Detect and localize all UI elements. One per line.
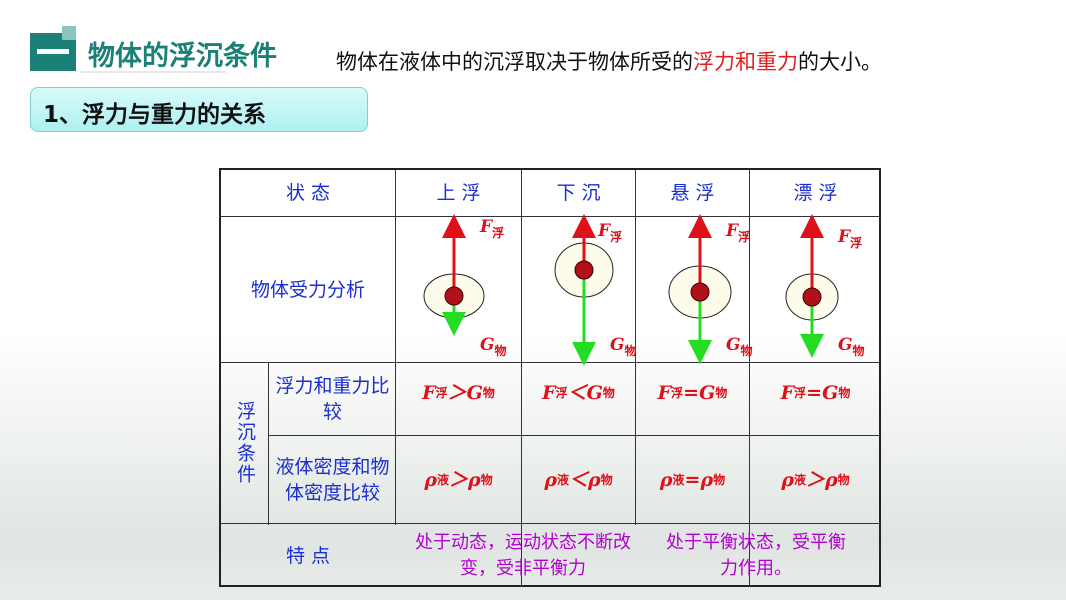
gravity-label: G物 <box>610 335 637 358</box>
buoyancy-label: F浮 <box>725 221 750 244</box>
gravity-label: G物 <box>726 335 753 358</box>
subsection-label: 1、浮力与重力的关系 <box>43 102 267 128</box>
intro-pre: 物体在液体中的沉浮取决于物体所受的 <box>336 50 693 74</box>
density-label: 液体密度和物体密度比较 <box>275 455 390 504</box>
center-of-mass <box>690 282 710 302</box>
buoyancy-label: F浮 <box>597 221 622 244</box>
center-of-mass <box>444 286 464 306</box>
page-title: 物体的浮沉条件 <box>88 41 277 72</box>
header-sinking: 下 沉 <box>556 182 601 204</box>
badge-number-one <box>37 49 69 54</box>
center-of-mass <box>574 260 594 280</box>
badge-decoration <box>62 26 76 40</box>
condition-group-label: 浮沉条件 <box>234 401 256 485</box>
buoyancy-label: F浮 <box>837 227 862 250</box>
header-state: 状 态 <box>285 182 331 204</box>
intro-highlight: 浮力和重力 <box>693 50 798 74</box>
feature-static: 处于平衡状态，受平衡力作用。 <box>666 531 846 579</box>
header-suspended: 悬 浮 <box>670 182 715 204</box>
intro-text: 物体在液体中的沉浮取决于物体所受的浮力和重力的大小。 <box>336 46 882 76</box>
feature-label: 特 点 <box>285 544 331 567</box>
compare-label: 浮力和重力比较 <box>275 375 390 423</box>
intro-post: 的大小。 <box>798 50 882 74</box>
title-underline <box>80 71 226 73</box>
buoyancy-label: F浮 <box>479 217 504 240</box>
feature-dynamic: 处于动态，运动状态不断改变，受非平衡力 <box>415 531 631 579</box>
buoyancy-table: 状 态 上 浮 下 沉 悬 浮 漂 浮 物体受力分析 浮沉条件 浮力和重力比较 … <box>219 168 881 587</box>
force-analysis-label: 物体受力分析 <box>250 278 365 301</box>
header-floating: 漂 浮 <box>793 182 838 204</box>
center-of-mass <box>802 287 822 307</box>
gravity-label: G物 <box>838 335 865 358</box>
header-rising: 上 浮 <box>436 182 481 204</box>
subsection-heading: 1、浮力与重力的关系 <box>30 87 368 132</box>
gravity-label: G物 <box>480 335 507 358</box>
